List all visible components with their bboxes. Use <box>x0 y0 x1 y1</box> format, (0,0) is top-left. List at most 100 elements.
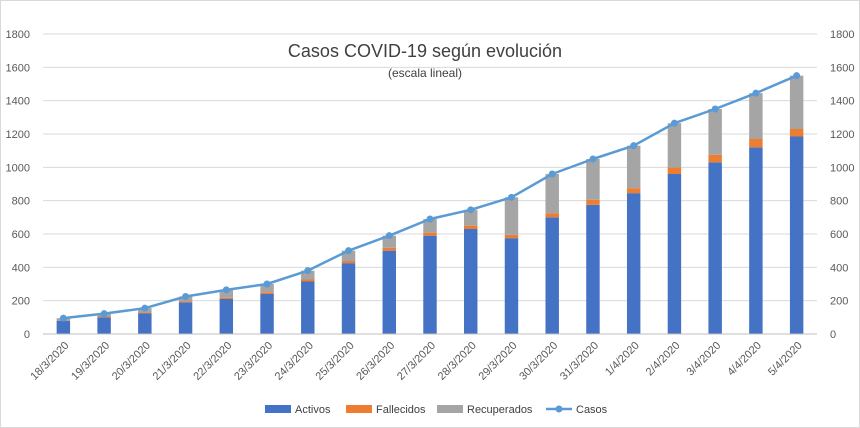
bar-fallecidos <box>341 261 356 264</box>
line-point-casos <box>304 267 312 275</box>
y-tick-label-left: 1800 <box>6 29 30 41</box>
legend-swatch-activos <box>265 405 291 413</box>
legend-swatch-fallecidos <box>346 405 372 413</box>
line-point-casos <box>670 119 678 127</box>
bar-activos <box>586 204 600 334</box>
bar-fallecidos <box>749 139 763 148</box>
y-tick-label-right: 1600 <box>830 62 854 74</box>
y-tick-label-right: 200 <box>830 296 848 308</box>
bar-activos <box>178 302 193 334</box>
y-tick-label-left: 1000 <box>6 162 30 174</box>
x-tick-label: 2/4/2020 <box>644 340 683 379</box>
left-y-axis: 0 200 400 600 800 1000 1200 1400 1600 1800 <box>6 29 30 341</box>
bar-fallecidos <box>219 297 234 299</box>
x-tick-label: 22/3/2020 <box>191 340 234 383</box>
x-tick-label: 4/4/2020 <box>725 340 764 379</box>
bar-activos <box>667 174 682 334</box>
x-tick-label: 1/4/2020 <box>603 340 642 379</box>
bar-recuperados <box>789 75 804 129</box>
line-point-casos <box>222 286 230 294</box>
bar-activos <box>464 229 478 334</box>
bar-activos <box>789 136 804 334</box>
bar-activos <box>260 294 274 334</box>
bar-activos <box>545 217 559 334</box>
x-tick-label: 19/3/2020 <box>69 340 112 383</box>
bar-fallecidos <box>138 312 152 314</box>
legend-label-activos: Activos <box>295 404 331 416</box>
x-tick-label: 26/3/2020 <box>354 340 397 383</box>
bar-activos <box>626 193 641 334</box>
chart-title: Casos COVID-19 según evolución <box>288 41 562 61</box>
bar-activos <box>97 317 111 334</box>
x-tick-label: 18/3/2020 <box>28 340 71 383</box>
bar-fallecidos <box>382 247 396 251</box>
line-point-casos <box>711 105 719 113</box>
y-tick-label-right: 1800 <box>830 29 854 41</box>
y-tick-label-right: 400 <box>830 262 848 274</box>
y-tick-label-right: 1200 <box>830 129 854 141</box>
bar-recuperados <box>708 109 722 155</box>
bar-activos <box>138 313 152 334</box>
line-point-casos <box>263 280 271 288</box>
line-point-casos <box>752 89 760 97</box>
legend-swatch-recuperados <box>437 405 463 413</box>
bar-fallecidos <box>504 234 519 239</box>
bar-fallecidos <box>626 188 641 194</box>
line-point-casos <box>467 206 475 214</box>
line-point-casos <box>59 314 67 322</box>
line-point-casos <box>345 247 353 255</box>
bar-fallecidos <box>464 225 478 229</box>
y-tick-label-left: 200 <box>12 296 30 308</box>
line-point-casos <box>182 293 190 300</box>
y-tick-label-right: 600 <box>830 229 848 241</box>
bar-fallecidos <box>260 292 274 294</box>
bar-recuperados <box>749 93 763 139</box>
bar-recuperados <box>219 289 234 298</box>
line-point-casos <box>793 72 801 80</box>
y-tick-label-left: 800 <box>12 196 30 208</box>
bar-fallecidos <box>586 199 600 205</box>
y-tick-label-right: 0 <box>830 329 836 341</box>
chart-subtitle: (escala lineal) <box>388 66 462 80</box>
bar-fallecidos <box>301 279 315 282</box>
bar-activos <box>708 162 722 334</box>
bar-fallecidos <box>708 154 722 163</box>
bar-recuperados <box>626 145 641 189</box>
x-tick-label: 25/3/2020 <box>314 340 357 383</box>
y-tick-label-right: 800 <box>830 196 848 208</box>
x-tick-label: 27/3/2020 <box>395 340 438 383</box>
y-tick-label-left: 0 <box>24 329 30 341</box>
line-point-casos <box>426 215 434 223</box>
line-point-casos <box>100 310 108 318</box>
x-tick-label: 3/4/2020 <box>685 340 724 379</box>
bar-recuperados <box>301 270 315 280</box>
bar-series <box>56 75 804 334</box>
y-tick-label-right: 1000 <box>830 162 854 174</box>
line-point-casos <box>548 170 556 178</box>
bar-fallecidos <box>789 129 804 137</box>
x-tick-label: 28/3/2020 <box>436 340 479 383</box>
x-tick-label: 31/3/2020 <box>558 340 601 383</box>
y-tick-label-left: 400 <box>12 262 30 274</box>
y-tick-label-right: 1400 <box>830 96 854 108</box>
line-series <box>59 72 801 322</box>
bar-recuperados <box>260 284 274 293</box>
bar-fallecidos <box>423 232 437 236</box>
bar-recuperados <box>504 197 519 235</box>
bar-activos <box>749 147 763 334</box>
bar-recuperados <box>667 123 682 168</box>
legend-label-casos: Casos <box>576 404 608 416</box>
line-point-casos <box>507 193 515 201</box>
bar-recuperados <box>545 174 559 214</box>
x-tick-label: 30/3/2020 <box>517 340 560 383</box>
x-tick-label: 21/3/2020 <box>151 340 194 383</box>
bar-fallecidos <box>667 167 682 174</box>
legend-label-fallecidos: Fallecidos <box>376 404 426 416</box>
x-tick-label: 5/4/2020 <box>766 340 805 379</box>
bar-recuperados <box>464 209 478 226</box>
bar-activos <box>504 238 519 334</box>
bar-activos <box>219 299 234 334</box>
x-axis: 18/3/202019/3/202020/3/202021/3/202022/3… <box>28 333 817 383</box>
